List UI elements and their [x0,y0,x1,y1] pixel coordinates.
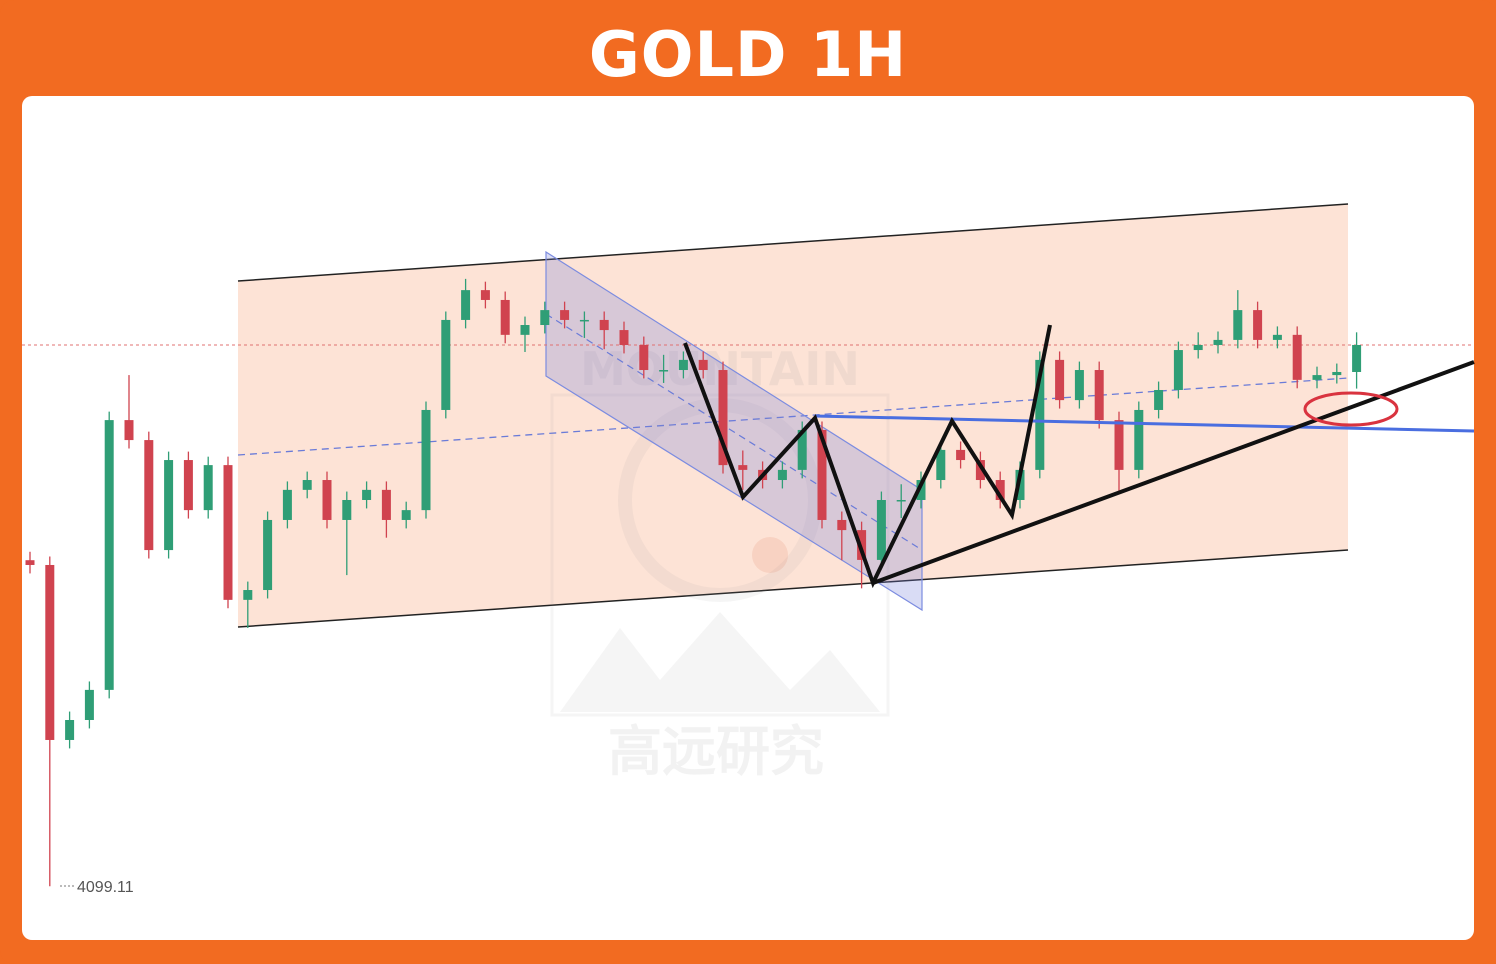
candle-body [1114,420,1124,470]
candle-body [560,310,570,320]
candle-body [84,689,94,720]
candle-body [1312,375,1322,380]
candle-body [936,449,946,481]
watermark-dot [752,537,788,573]
candle-body [1253,310,1263,340]
highlight-ellipse [1303,391,1399,427]
candle-body [995,480,1005,500]
candle-body [1193,344,1203,351]
candle-body [1154,389,1164,410]
candle-body [203,465,213,511]
candle-body [896,499,906,502]
candle-body [421,409,431,511]
candle-body [975,460,985,481]
candle-body [659,370,669,372]
candle-body [322,480,332,520]
chart-title: GOLD 1H [589,18,907,91]
candle-body [302,480,312,490]
candles [25,278,1362,887]
candle-body [876,499,886,560]
uptrend-line [872,360,1475,585]
candle-body [956,449,966,461]
candle-body [698,359,708,371]
candle-body [777,469,787,481]
candle-body [1173,350,1183,390]
candle-body [1134,409,1144,470]
watermark-text: 高远研究 [608,720,824,783]
candle-body [45,564,55,740]
candle-body [579,319,589,322]
candle-body [837,519,847,531]
candle-body [500,299,510,335]
watermark-mountain [560,612,880,712]
low-label: 4099.11 [77,879,134,896]
candle-body [342,499,352,520]
candle-body [540,310,550,326]
candle-body [25,560,35,565]
candle-body [520,325,530,335]
candle-body [1055,359,1065,401]
candle-body [480,290,490,300]
neckline [814,414,1475,433]
candle-body [639,344,649,371]
candle-body [738,465,748,470]
channel-bottom [237,549,1349,628]
candle-body [183,460,193,511]
down-channel-mid [545,313,923,551]
candle-body [124,420,134,441]
candle-body [1332,371,1342,376]
candle-body [1272,334,1282,340]
candle-body [243,590,253,600]
candle-body [65,719,75,740]
candle-body [1352,344,1362,372]
down-channel [545,250,923,612]
candle-body [916,480,926,500]
candle-body [223,465,233,600]
candle-body [1074,370,1084,401]
candle-body [461,290,471,320]
candle-body [144,440,154,551]
candle-body [678,359,688,371]
candle-body [104,420,114,690]
candle-body [1213,339,1223,345]
candle-body [164,460,174,551]
range-channel [238,204,1348,627]
channel-top [237,203,1349,282]
candle-body [718,370,728,466]
candle-body [362,489,372,500]
candle-body [1233,310,1243,340]
candle-body [282,489,292,520]
candle-body [599,319,609,331]
candle-body [1094,370,1104,421]
candle-body [401,510,411,520]
candle-body [619,330,629,345]
candle-body [381,489,391,520]
watermark: MOUNTAIN 高远研究 [550,342,890,783]
candle-body [1035,359,1045,470]
candle-body [441,319,451,410]
watermark-frame [550,393,890,717]
candle-body [817,429,827,520]
candle-body [1292,334,1302,380]
candle-body [263,519,273,591]
candle-body [797,429,807,470]
